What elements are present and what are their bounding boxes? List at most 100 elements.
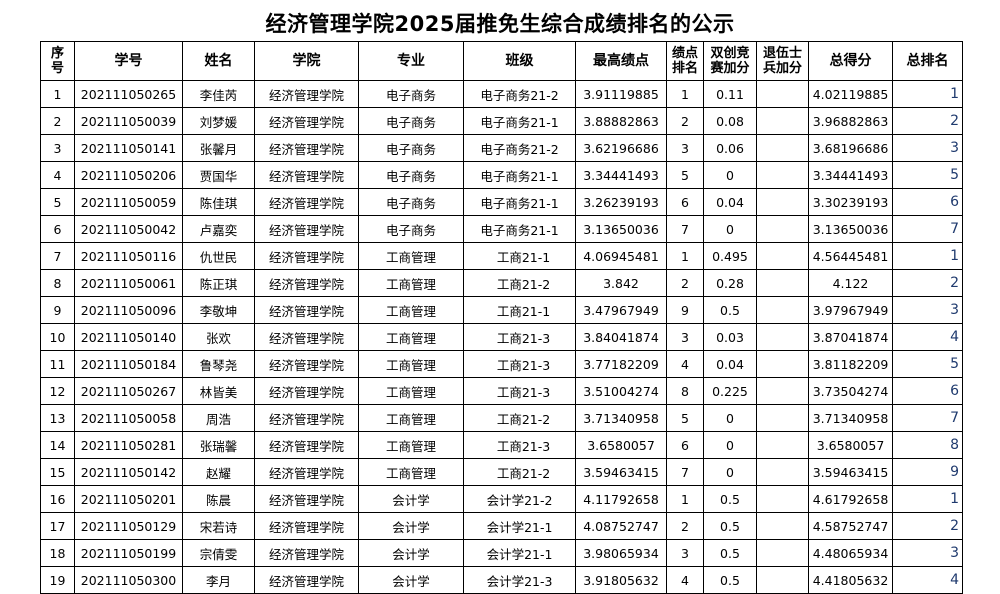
cell-total-rank: 3 bbox=[892, 539, 963, 567]
cell-total-score: 3.34441493 bbox=[808, 161, 893, 189]
cell-student-id: 202111050142 bbox=[74, 458, 183, 486]
table-row: 9 202111050096 李敬坤 经济管理学院 工商管理 工商21-1 3.479679… bbox=[40, 296, 963, 324]
cell-major: 工商管理 bbox=[358, 269, 464, 297]
cell-name: 李佳芮 bbox=[182, 80, 255, 108]
cell-gpa-rank: 1 bbox=[666, 242, 704, 270]
table-row: 11 202111050184 鲁琴尧 经济管理学院 工商管理 工商21-3 3.77182… bbox=[40, 350, 963, 378]
cell-seq: 12 bbox=[40, 377, 75, 405]
table-row: 2 202111050039 刘梦媛 经济管理学院 电子商务 电子商务21-1 3.8888… bbox=[40, 107, 963, 135]
table-row: 7 202111050116 仇世民 经济管理学院 工商管理 工商21-1 4.069454… bbox=[40, 242, 963, 270]
cell-college: 经济管理学院 bbox=[254, 323, 359, 351]
cell-total-score: 3.96882863 bbox=[808, 107, 893, 135]
table-row: 15 202111050142 赵耀 经济管理学院 工商管理 工商21-2 3.594634… bbox=[40, 458, 963, 486]
header-text: 兵加分 bbox=[762, 61, 802, 76]
cell-veteran-bonus bbox=[756, 431, 809, 459]
cell-max-gpa: 3.59463415 bbox=[575, 458, 667, 486]
cell-major: 工商管理 bbox=[358, 242, 464, 270]
cell-max-gpa: 4.11792658 bbox=[575, 485, 667, 513]
cell-college: 经济管理学院 bbox=[254, 485, 359, 513]
cell-veteran-bonus bbox=[756, 161, 809, 189]
cell-college: 经济管理学院 bbox=[254, 539, 359, 567]
cell-innovation-bonus: 0.5 bbox=[703, 566, 757, 594]
cell-seq: 11 bbox=[40, 350, 75, 378]
cell-seq: 10 bbox=[40, 323, 75, 351]
cell-innovation-bonus: 0.28 bbox=[703, 269, 757, 297]
header-text: 赛加分 bbox=[710, 61, 750, 76]
cell-veteran-bonus bbox=[756, 107, 809, 135]
table-row: 12 202111050267 林皆美 经济管理学院 工商管理 工商21-3 3.51004… bbox=[40, 377, 963, 405]
cell-gpa-rank: 3 bbox=[666, 134, 704, 162]
cell-class: 工商21-3 bbox=[463, 350, 576, 378]
cell-class: 电子商务21-2 bbox=[463, 80, 576, 108]
cell-total-score: 3.30239193 bbox=[808, 188, 893, 216]
ranking-table: 序号 学号 姓名 学院 专业 班级 最高绩点 绩点排名 双创竞 赛加分 退伍士 兵加分 总得分 总排名 1… bbox=[40, 41, 963, 594]
cell-college: 经济管理学院 bbox=[254, 431, 359, 459]
cell-gpa-rank: 8 bbox=[666, 377, 704, 405]
cell-student-id: 202111050300 bbox=[74, 566, 183, 594]
page-title: 经济管理学院2025届推免生综合成绩排名的公示 bbox=[265, 12, 735, 36]
cell-college: 经济管理学院 bbox=[254, 134, 359, 162]
header-class: 班级 bbox=[463, 41, 576, 81]
cell-student-id: 202111050206 bbox=[74, 161, 183, 189]
table-row: 4 202111050206 贾国华 经济管理学院 电子商务 电子商务21-1 3.3444… bbox=[40, 161, 963, 189]
cell-class: 电子商务21-1 bbox=[463, 161, 576, 189]
cell-major: 电子商务 bbox=[358, 107, 464, 135]
cell-gpa-rank: 5 bbox=[666, 404, 704, 432]
header-row: 序号 学号 姓名 学院 专业 班级 最高绩点 绩点排名 双创竞 赛加分 退伍士 兵加分 总得分 总排名 bbox=[40, 41, 963, 81]
table-row: 14 202111050281 张瑞馨 经济管理学院 工商管理 工商21-3 3.65800… bbox=[40, 431, 963, 459]
table-row: 1 202111050265 李佳芮 经济管理学院 电子商务 电子商务21-2 3.9111… bbox=[40, 80, 963, 108]
cell-total-score: 4.48065934 bbox=[808, 539, 893, 567]
cell-max-gpa: 3.13650036 bbox=[575, 215, 667, 243]
header-total-score: 总得分 bbox=[808, 41, 893, 81]
cell-veteran-bonus bbox=[756, 485, 809, 513]
cell-college: 经济管理学院 bbox=[254, 566, 359, 594]
cell-student-id: 202111050199 bbox=[74, 539, 183, 567]
cell-max-gpa: 4.06945481 bbox=[575, 242, 667, 270]
cell-student-id: 202111050281 bbox=[74, 431, 183, 459]
cell-class: 会计学21-3 bbox=[463, 566, 576, 594]
header-text: 最高绩点 bbox=[593, 52, 649, 69]
table-row: 16 202111050201 陈晨 经济管理学院 会计学 会计学21-2 4.117926… bbox=[40, 485, 963, 513]
cell-innovation-bonus: 0 bbox=[703, 161, 757, 189]
cell-total-rank: 1 bbox=[892, 242, 963, 270]
cell-innovation-bonus: 0.06 bbox=[703, 134, 757, 162]
cell-total-score: 4.41805632 bbox=[808, 566, 893, 594]
cell-name: 陈晨 bbox=[182, 485, 255, 513]
cell-innovation-bonus: 0.08 bbox=[703, 107, 757, 135]
cell-student-id: 202111050267 bbox=[74, 377, 183, 405]
cell-seq: 17 bbox=[40, 512, 75, 540]
cell-seq: 3 bbox=[40, 134, 75, 162]
cell-student-id: 202111050096 bbox=[74, 296, 183, 324]
cell-college: 经济管理学院 bbox=[254, 350, 359, 378]
cell-veteran-bonus bbox=[756, 458, 809, 486]
cell-student-id: 202111050042 bbox=[74, 215, 183, 243]
cell-gpa-rank: 6 bbox=[666, 431, 704, 459]
cell-college: 经济管理学院 bbox=[254, 161, 359, 189]
cell-max-gpa: 3.88882863 bbox=[575, 107, 667, 135]
cell-seq: 19 bbox=[40, 566, 75, 594]
table-row: 18 202111050199 宗倩雯 经济管理学院 会计学 会计学21-1 3.98065… bbox=[40, 539, 963, 567]
cell-major: 工商管理 bbox=[358, 404, 464, 432]
cell-veteran-bonus bbox=[756, 566, 809, 594]
cell-class: 电子商务21-1 bbox=[463, 188, 576, 216]
cell-major: 会计学 bbox=[358, 485, 464, 513]
cell-seq: 18 bbox=[40, 539, 75, 567]
cell-class: 工商21-2 bbox=[463, 458, 576, 486]
cell-max-gpa: 3.77182209 bbox=[575, 350, 667, 378]
cell-gpa-rank: 1 bbox=[666, 485, 704, 513]
cell-max-gpa: 3.62196686 bbox=[575, 134, 667, 162]
cell-innovation-bonus: 0.5 bbox=[703, 485, 757, 513]
cell-class: 工商21-3 bbox=[463, 431, 576, 459]
cell-name: 赵耀 bbox=[182, 458, 255, 486]
cell-total-rank: 1 bbox=[892, 485, 963, 513]
cell-college: 经济管理学院 bbox=[254, 215, 359, 243]
cell-student-id: 202111050141 bbox=[74, 134, 183, 162]
cell-max-gpa: 3.51004274 bbox=[575, 377, 667, 405]
cell-major: 工商管理 bbox=[358, 377, 464, 405]
header-name: 姓名 bbox=[182, 41, 255, 81]
cell-college: 经济管理学院 bbox=[254, 377, 359, 405]
cell-gpa-rank: 3 bbox=[666, 539, 704, 567]
cell-class: 工商21-1 bbox=[463, 242, 576, 270]
cell-max-gpa: 3.6580057 bbox=[575, 431, 667, 459]
cell-innovation-bonus: 0.11 bbox=[703, 80, 757, 108]
